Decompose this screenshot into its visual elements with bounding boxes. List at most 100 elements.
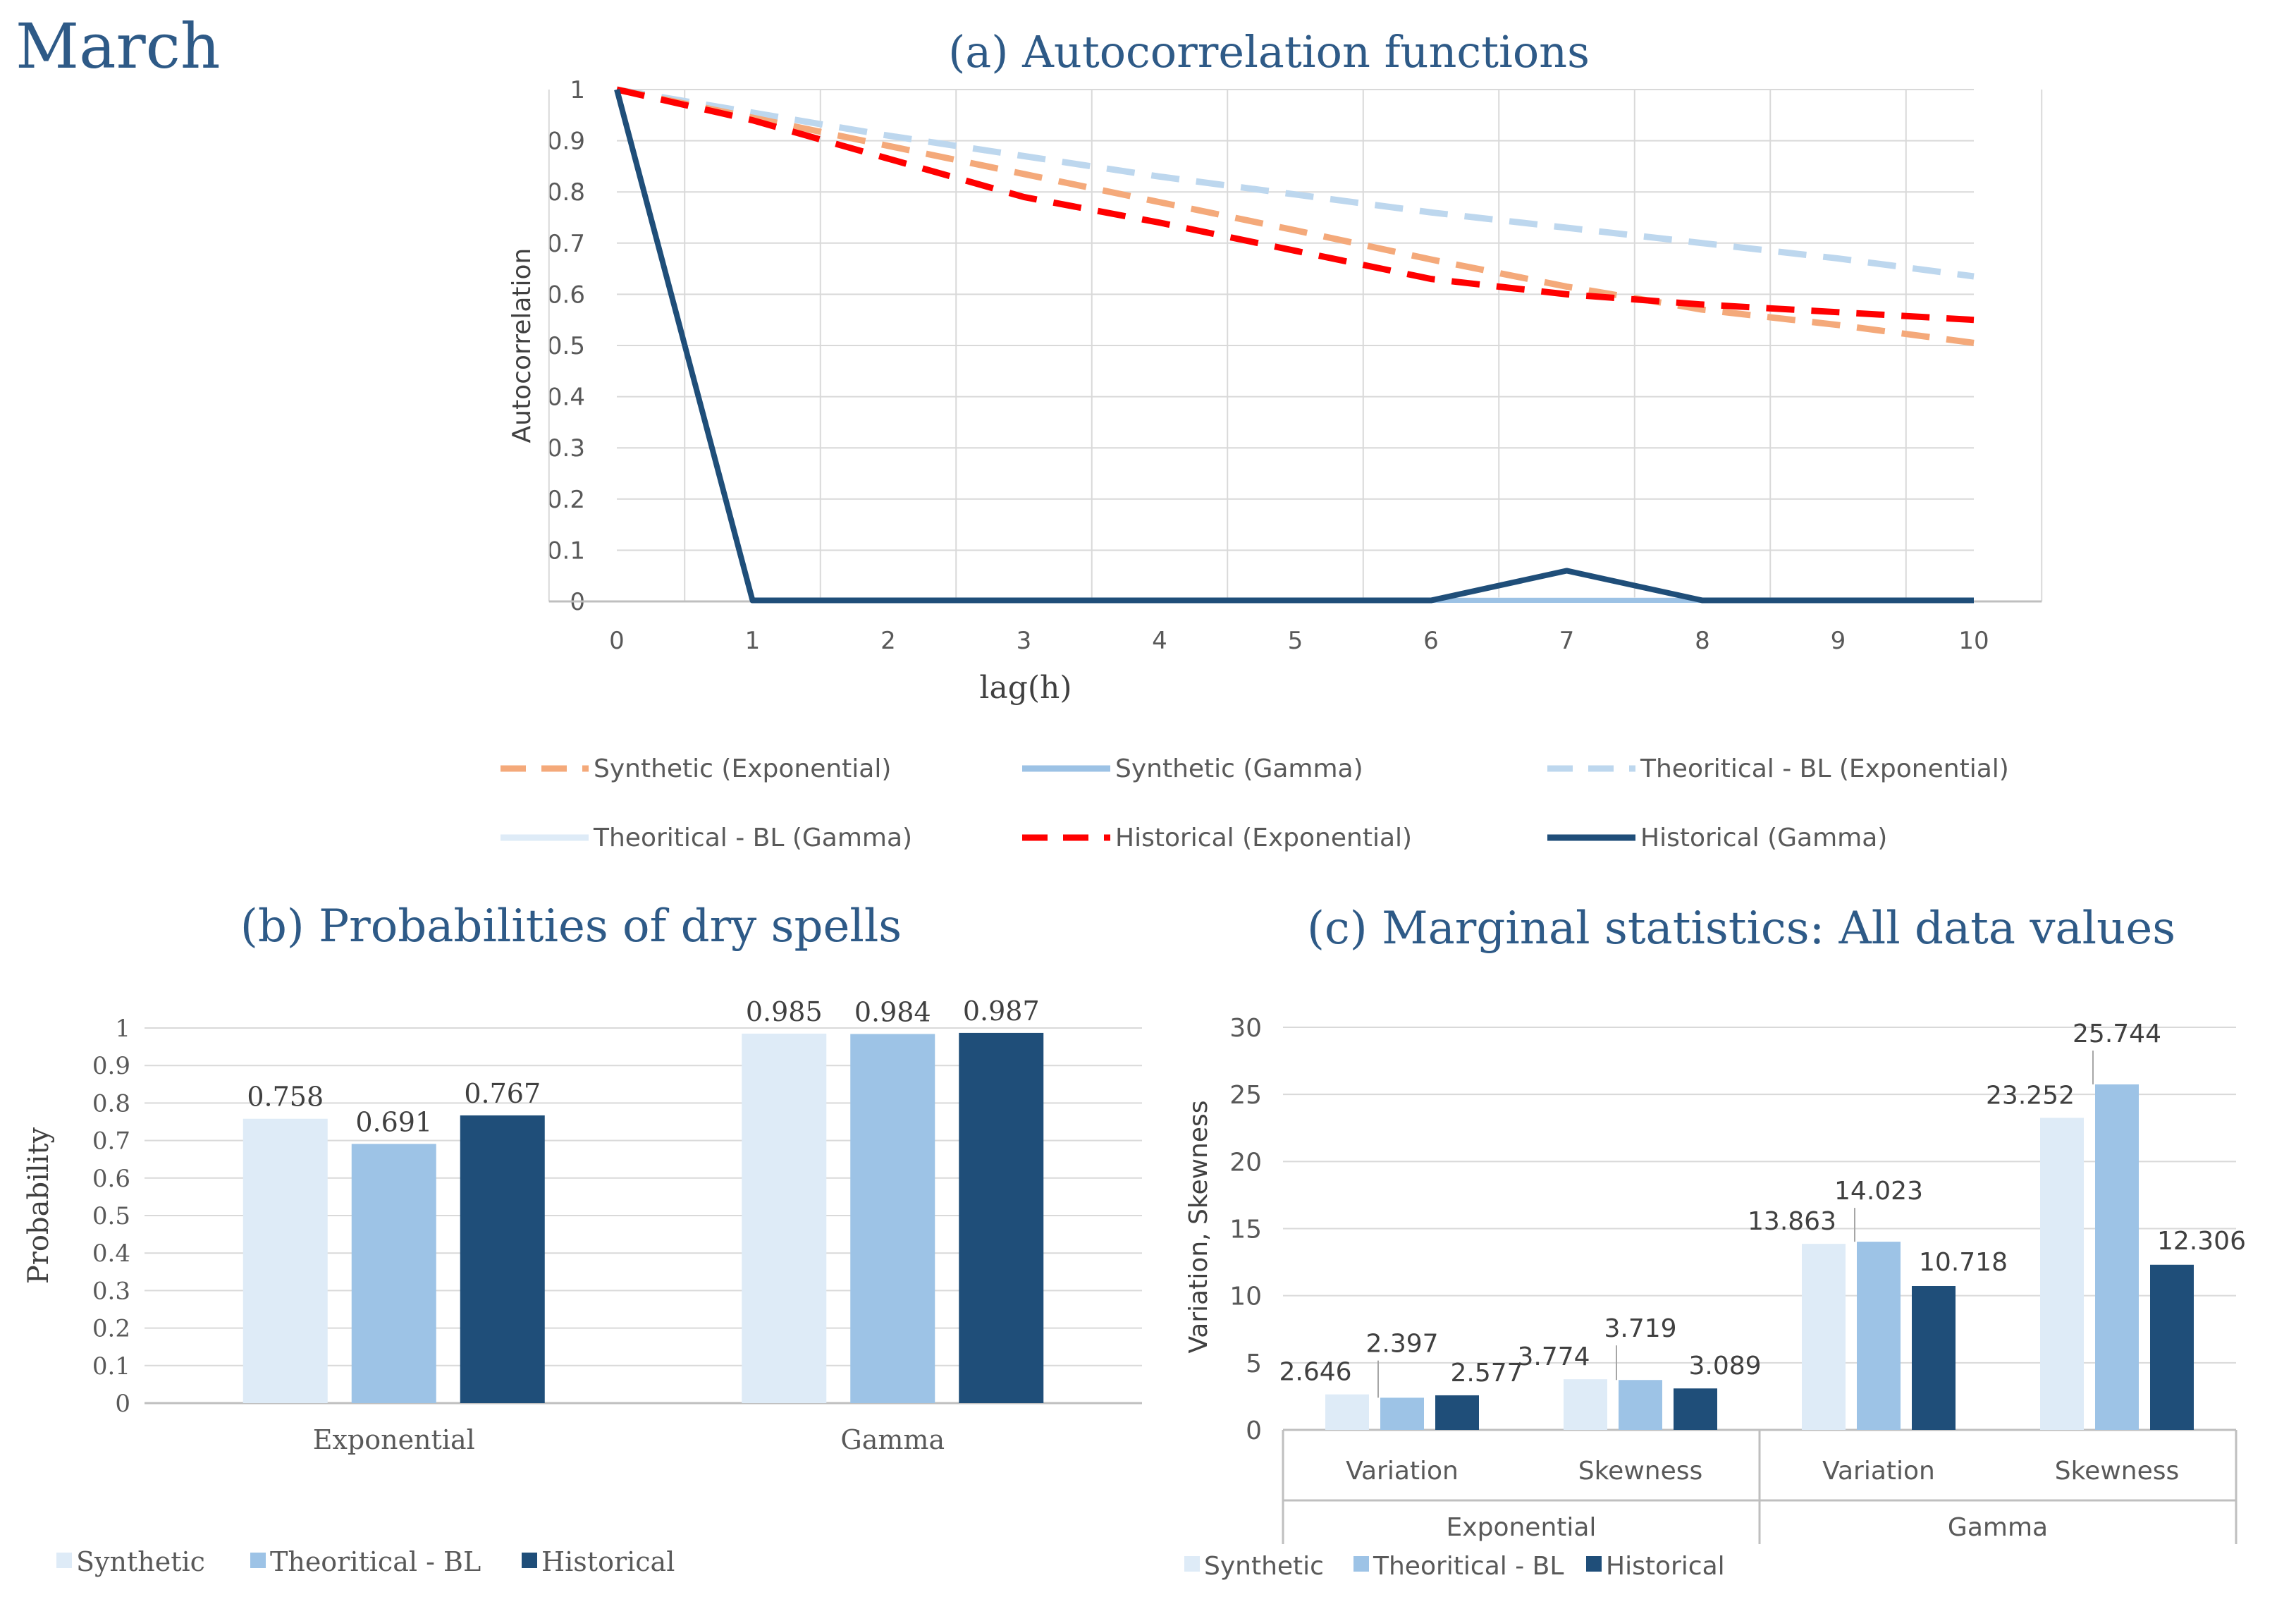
chart-c-data-label: 2.646 (1279, 1358, 1351, 1387)
chart-a-series-line (614, 88, 1974, 604)
chart-b-data-label: 0.984 (854, 997, 931, 1028)
chart-c-ytick: 0 (1246, 1417, 1262, 1445)
chart-c-legend-swatch (1184, 1556, 1200, 1572)
chart-b-ytick: 0.4 (92, 1240, 130, 1268)
chart-c-category-label: Skewness (2055, 1457, 2179, 1486)
chart-a-ytick: 0.5 (547, 332, 585, 360)
chart-a-ytick: 0.6 (547, 281, 585, 309)
chart-c-data-label: 12.306 (2157, 1227, 2246, 1256)
chart-c-legend-label: Theoritical - BL (1373, 1552, 1564, 1581)
chart-b-legend-label: Historical (541, 1546, 675, 1577)
chart-a-ylabel: Autocorrelation (508, 248, 536, 443)
chart-a-xtick: 0 (609, 627, 625, 655)
chart-b-bar (742, 1033, 827, 1403)
chart-c-data-label: 13.863 (1748, 1207, 1836, 1236)
chart-a-xtick: 2 (880, 627, 896, 655)
chart-c-bar (1857, 1242, 1901, 1430)
chart-c-data-label: 25.744 (2073, 1020, 2161, 1048)
chart-c-legend-swatch (1353, 1556, 1369, 1572)
chart-b-ylabel: Probability (23, 1127, 55, 1284)
chart-b-title: (b) Probabilities of dry spells (240, 900, 902, 953)
chart-a-ytick: 1 (570, 76, 585, 104)
chart-c-bar (1564, 1379, 1607, 1430)
chart-b-ytick: 0.9 (92, 1052, 130, 1080)
chart-a-legend-label: Synthetic (Exponential) (594, 754, 891, 783)
chart-a-ytick: 0.2 (547, 486, 585, 514)
chart-c-bar (2150, 1264, 2194, 1430)
page-title: March (16, 10, 221, 82)
chart-c-ytick: 20 (1229, 1148, 1262, 1177)
chart-a-legend-label: Synthetic (Gamma) (1115, 754, 1363, 783)
chart-a-legend-label: Historical (Gamma) (1640, 824, 1887, 852)
chart-c-data-label: 10.718 (1919, 1248, 2008, 1277)
chart-c-bar (2040, 1118, 2084, 1430)
chart-b-data-label: 0.985 (746, 996, 823, 1027)
chart-c-bar (1435, 1395, 1479, 1430)
chart-c-data-label: 2.577 (1450, 1359, 1523, 1388)
chart-a-ytick: 0.7 (547, 230, 585, 258)
chart-c-ytick: 30 (1229, 1014, 1262, 1043)
chart-b-ytick: 1 (115, 1015, 130, 1043)
chart-a-title: (a) Autocorrelation functions (948, 26, 1590, 78)
chart-a-series-line (616, 86, 1975, 280)
chart-c-category-label: Skewness (1578, 1457, 1702, 1486)
chart-c-ytick: 5 (1246, 1350, 1262, 1378)
chart-c-bar (2095, 1084, 2139, 1430)
chart-c-bar (1912, 1286, 1956, 1430)
chart-c-ytick: 25 (1229, 1081, 1262, 1110)
chart-a-ytick: 0.8 (547, 178, 585, 207)
chart-a-xtick: 4 (1152, 627, 1167, 655)
chart-c-data-label: 3.089 (1688, 1352, 1761, 1381)
chart-a-legend-label: Historical (Exponential) (1115, 824, 1412, 852)
chart-a-ytick: 0.4 (547, 384, 585, 412)
chart-a-ytick: 0.9 (547, 128, 585, 156)
chart-a-xtick: 6 (1423, 627, 1439, 655)
chart-b-ytick: 0.7 (92, 1127, 130, 1156)
chart-c-data-label: 23.252 (1986, 1081, 2075, 1110)
chart-a-series-line (616, 86, 1975, 324)
chart-b-ytick: 0 (115, 1390, 130, 1418)
chart-c-data-label: 2.397 (1365, 1330, 1438, 1359)
chart-a-xtick: 9 (1831, 627, 1846, 655)
chart-a-ytick: 0.1 (547, 537, 585, 565)
chart-c-bar (1802, 1244, 1846, 1430)
chart-b-data-label: 0.758 (247, 1082, 324, 1113)
chart-c-ytick: 10 (1229, 1283, 1262, 1311)
chart-b-ytick: 0.2 (92, 1315, 130, 1343)
chart-c-legend-label: Synthetic (1204, 1552, 1324, 1581)
chart-c-ytick: 15 (1229, 1216, 1262, 1244)
chart-b-legend-swatch (250, 1553, 266, 1568)
chart-b-data-label: 0.987 (963, 996, 1040, 1027)
chart-b-legend-swatch (522, 1553, 537, 1568)
chart-c-bar (1380, 1397, 1424, 1430)
chart-c-bar (1325, 1394, 1369, 1430)
chart-c-group-label: Exponential (1447, 1513, 1597, 1542)
chart-a-xtick: 8 (1695, 627, 1710, 655)
chart-b-data-label: 0.691 (355, 1106, 432, 1137)
chart-b-ytick: 0.5 (92, 1202, 130, 1230)
chart-c-data-label: 3.774 (1517, 1342, 1590, 1371)
chart-a-legend-label: Theoritical - BL (Gamma) (593, 824, 912, 852)
chart-c-group-label: Gamma (1948, 1513, 2048, 1542)
chart-c-data-label: 14.023 (1834, 1177, 1923, 1206)
chart-b-legend-swatch (56, 1553, 72, 1568)
chart-b-ytick: 0.6 (92, 1165, 130, 1193)
chart-b-bar (959, 1032, 1044, 1403)
chart-c-data-label: 3.719 (1604, 1314, 1676, 1343)
chart-a-series-line (616, 86, 1975, 346)
chart-a-xtick: 1 (745, 627, 761, 655)
chart-b-category-label: Gamma (840, 1424, 945, 1455)
chart-b-ytick: 0.3 (92, 1277, 130, 1305)
chart-b-bar (243, 1118, 328, 1403)
chart-c-bar (1619, 1380, 1662, 1430)
chart-c-legend-label: Historical (1606, 1552, 1725, 1581)
chart-a-xtick: 5 (1288, 627, 1303, 655)
chart-c-bar (1674, 1388, 1717, 1430)
chart-a-xtick: 3 (1017, 627, 1032, 655)
chart-c-category-label: Variation (1346, 1457, 1459, 1486)
chart-b-bar (460, 1115, 545, 1403)
chart-a-xtick: 7 (1559, 627, 1575, 655)
chart-b-bar (850, 1034, 935, 1403)
